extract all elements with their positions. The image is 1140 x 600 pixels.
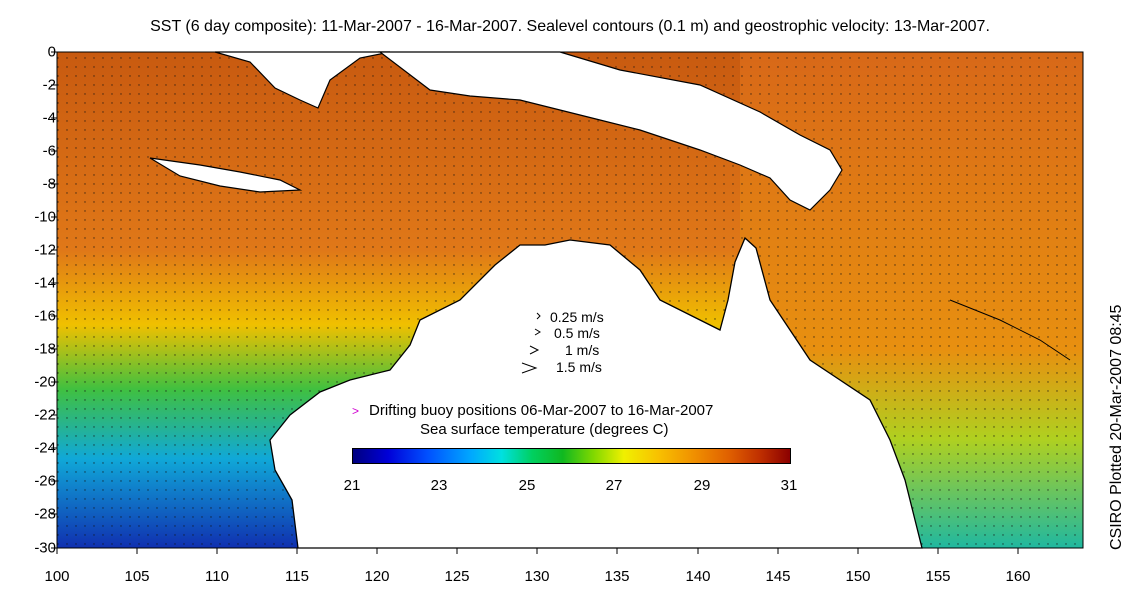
x-axis-ticks	[56, 548, 1019, 554]
y-tick-label: -30	[34, 539, 56, 557]
land-java	[149, 157, 303, 193]
x-tick-label: 140	[685, 568, 711, 585]
x-tick-label: 100	[44, 568, 70, 585]
y-tick-label: -22	[34, 406, 56, 424]
velocity-legend-item: 1 m/s	[565, 342, 600, 358]
colorbar-tick-label: 21	[343, 477, 361, 494]
y-axis-ticks	[51, 51, 57, 549]
x-tick-label: 125	[444, 568, 470, 585]
land-borneo	[214, 51, 391, 109]
y-tick-label: -14	[34, 274, 56, 292]
buoy-legend: > Drifting buoy positions 06-Mar-2007 to …	[352, 402, 713, 419]
velocity-legend-item: 0.25 m/s	[550, 309, 604, 325]
x-tick-label: 115	[285, 568, 309, 585]
y-tick-label: -10	[34, 208, 56, 226]
velocity-legend-item: 0.5 m/s	[554, 325, 600, 341]
land-australia	[269, 236, 923, 549]
colorbar-tick-label: 29	[693, 477, 711, 494]
x-tick-label: 135	[604, 568, 630, 585]
buoy-legend-label: Drifting buoy positions 06-Mar-2007 to 1…	[369, 402, 714, 419]
y-tick-label: 0	[47, 43, 56, 61]
colorbar-tick-label: 31	[780, 477, 798, 494]
colorbar-tick-label: 25	[518, 477, 536, 494]
x-tick-label: 155	[925, 568, 951, 585]
colorbar-title: Sea surface temperature (degrees C)	[420, 421, 669, 438]
y-tick-label: -26	[34, 472, 56, 490]
y-tick-label: -8	[42, 175, 56, 193]
map-title: SST (6 day composite): 11-Mar-2007 - 16-…	[150, 18, 990, 35]
colorbar	[352, 448, 791, 464]
y-tick-label: -6	[42, 142, 56, 160]
x-tick-label: 145	[765, 568, 791, 585]
colorbar-tick-label: 27	[605, 477, 623, 494]
buoy-marker-icon: >	[352, 404, 360, 418]
y-tick-label: -24	[34, 439, 56, 457]
x-tick-label: 120	[364, 568, 390, 585]
velocity-legend-item: 1.5 m/s	[556, 359, 602, 375]
plot-credit: CSIRO Plotted 20-Mar-2007 08:45	[1108, 304, 1125, 550]
x-tick-label: 160	[1005, 568, 1031, 585]
land-sulawesi-papua	[378, 51, 843, 211]
x-tick-label: 110	[205, 568, 229, 585]
x-tick-label: 105	[124, 568, 150, 585]
plot-frame	[56, 51, 1084, 549]
x-tick-label: 150	[845, 568, 871, 585]
y-tick-label: -4	[42, 109, 56, 127]
colorbar-tick-label: 23	[430, 477, 448, 494]
y-tick-label: -12	[34, 241, 56, 259]
velocity-legend-arrows	[521, 312, 541, 374]
y-tick-label: -2	[42, 76, 56, 94]
x-tick-label: 130	[524, 568, 550, 585]
y-tick-label: -18	[34, 340, 56, 358]
coral-sea-shelf	[949, 299, 1071, 361]
y-tick-label: -28	[34, 505, 56, 523]
y-tick-label: -20	[34, 373, 56, 391]
y-tick-label: -16	[34, 307, 56, 325]
plot-area	[57, 51, 1083, 549]
